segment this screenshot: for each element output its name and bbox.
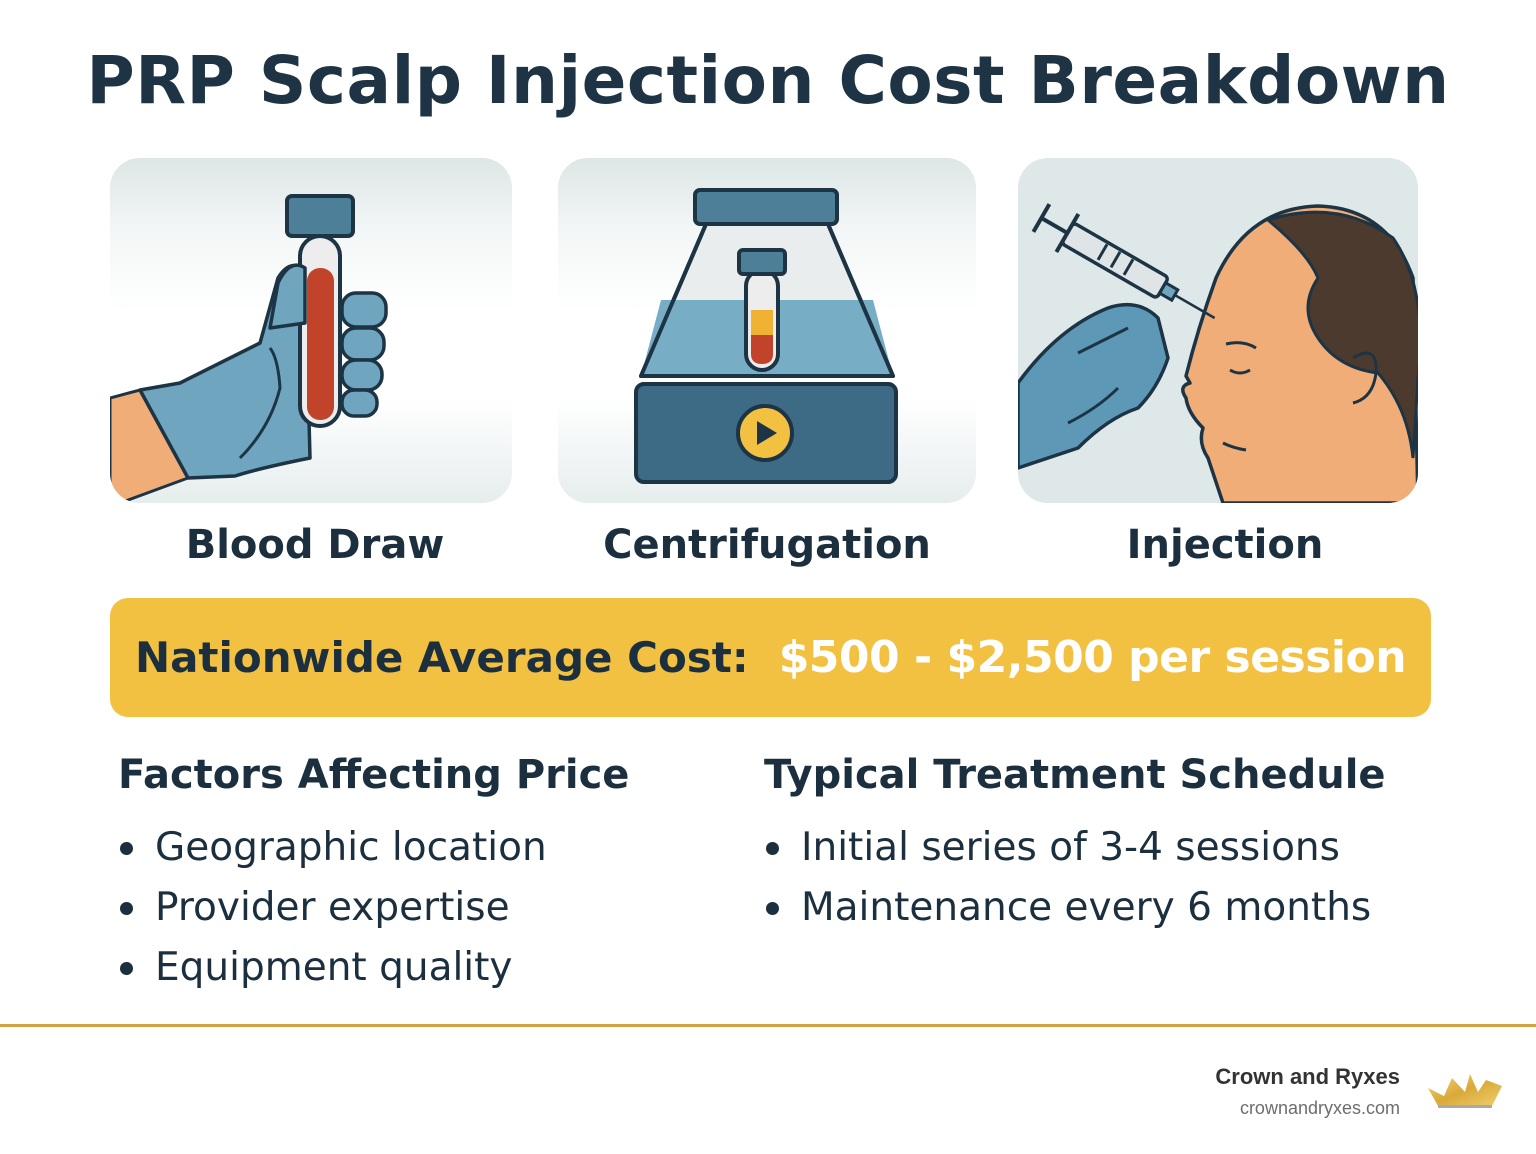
- bullet-icon: [120, 841, 133, 855]
- bullet-icon: [766, 841, 779, 855]
- list-item: Equipment quality: [118, 938, 738, 998]
- list-item-text: Geographic location: [155, 825, 547, 870]
- schedule-section: Typical Treatment Schedule Initial serie…: [764, 752, 1444, 938]
- list-item: Geographic location: [118, 818, 738, 878]
- blood-tube-in-gloved-hand-icon: [110, 194, 388, 503]
- step-label-blood-draw: Blood Draw: [185, 522, 445, 568]
- step-label-injection: Injection: [1126, 522, 1324, 568]
- centrifugation-illustration: [558, 158, 976, 503]
- list-item: Initial series of 3-4 sessions: [764, 818, 1444, 878]
- cost-banner: Nationwide Average Cost: $500 - $2,500 p…: [110, 598, 1431, 717]
- factors-heading: Factors Affecting Price: [118, 752, 630, 798]
- schedule-heading: Typical Treatment Schedule: [764, 752, 1386, 798]
- list-item-text: Maintenance every 6 months: [801, 885, 1372, 930]
- brand-block: Crown and Ryxes crownandryxes.com: [1215, 1064, 1400, 1119]
- page-title: PRP Scalp Injection Cost Breakdown: [86, 42, 1450, 119]
- factors-list: Geographic location Provider expertise E…: [118, 818, 738, 998]
- factors-section: Factors Affecting Price Geographic locat…: [118, 752, 738, 998]
- centrifuge-flask-icon: [634, 188, 898, 484]
- blood-draw-illustration: [110, 158, 512, 503]
- bullet-icon: [120, 961, 133, 975]
- injection-illustration: [1018, 158, 1418, 503]
- footer-divider: [0, 1024, 1536, 1027]
- brand-name: Crown and Ryxes: [1215, 1064, 1400, 1089]
- list-item: Provider expertise: [118, 878, 738, 938]
- schedule-list: Initial series of 3-4 sessions Maintenan…: [764, 818, 1444, 938]
- bullet-icon: [120, 901, 133, 915]
- list-item-text: Equipment quality: [155, 945, 513, 990]
- bullet-icon: [766, 901, 779, 915]
- brand-url: crownandryxes.com: [1239, 1098, 1400, 1118]
- crown-logo-icon: [1428, 1074, 1502, 1108]
- scalp-injection-icon: [1018, 203, 1418, 503]
- cost-value: $500 - $2,500 per session: [778, 632, 1407, 683]
- list-item: Maintenance every 6 months: [764, 878, 1444, 938]
- cost-label: Nationwide Average Cost:: [134, 633, 749, 682]
- list-item-text: Provider expertise: [155, 885, 510, 930]
- step-label-centrifugation: Centrifugation: [603, 522, 931, 568]
- list-item-text: Initial series of 3-4 sessions: [801, 825, 1340, 870]
